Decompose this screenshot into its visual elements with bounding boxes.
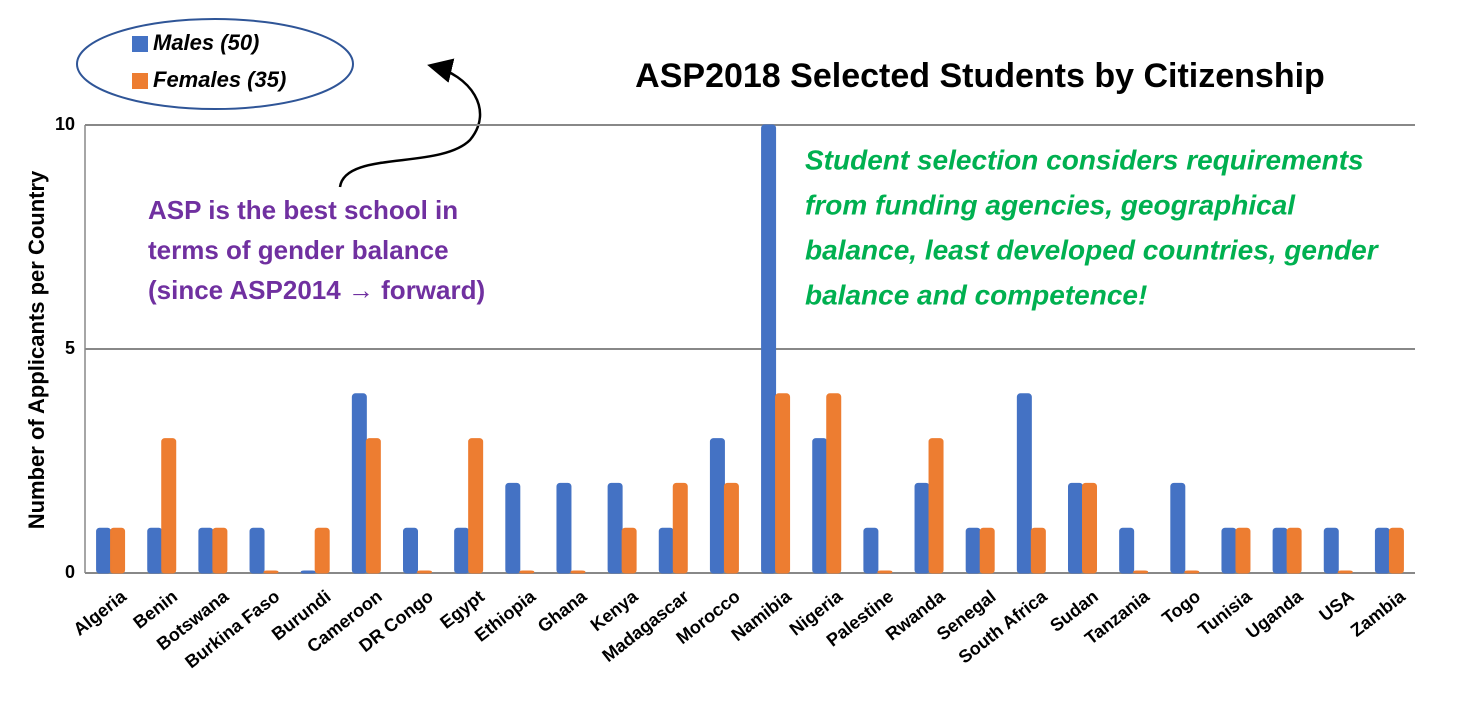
x-tick-label: Ghana [534, 586, 591, 637]
legend-label: Females (35) [153, 67, 286, 92]
bar [198, 527, 214, 574]
bar [1286, 527, 1302, 574]
y-axis-label: Number of Applicants per Country [24, 170, 49, 529]
annotation: (since ASP2014 → forward) [148, 275, 485, 305]
bar [1221, 527, 1237, 574]
bar [1170, 482, 1186, 574]
bar [519, 570, 535, 574]
bar [1272, 527, 1288, 574]
legend-label: Males (50) [153, 30, 259, 55]
bar [826, 393, 842, 574]
bar [454, 527, 470, 574]
bar [1133, 570, 1149, 574]
bar [914, 482, 930, 574]
bar [1337, 570, 1353, 574]
x-tick-label: Uganda [1242, 586, 1307, 643]
bar [672, 482, 688, 574]
bar [979, 527, 995, 574]
bar [314, 527, 330, 574]
legend-swatch [132, 73, 148, 89]
bar [147, 527, 163, 574]
bar [877, 570, 893, 574]
bar [263, 570, 279, 574]
bar [505, 482, 521, 574]
bar [761, 124, 777, 574]
bar [300, 570, 316, 574]
bar [1184, 570, 1200, 574]
x-tick-label: Zambia [1347, 586, 1410, 641]
bar [1374, 527, 1390, 574]
bar [965, 527, 981, 574]
y-tick-label: 10 [55, 114, 75, 134]
bar [812, 438, 828, 574]
arrow [338, 58, 482, 188]
bar [403, 527, 418, 574]
bar [928, 438, 944, 574]
bar [351, 393, 367, 574]
bar [212, 527, 228, 574]
x-tick-label: Algeria [70, 586, 131, 640]
annotation: Student selection considers requirements [805, 144, 1364, 175]
bar [468, 438, 484, 574]
bar [1235, 527, 1251, 574]
bar [723, 482, 739, 574]
annotation: from funding agencies, geographical [805, 189, 1296, 220]
bar [1119, 527, 1135, 574]
x-tick-label: USA [1315, 586, 1357, 625]
bar [1323, 527, 1339, 574]
bar [607, 482, 623, 574]
bar [1016, 393, 1032, 574]
bar [161, 438, 177, 574]
bar [621, 527, 637, 574]
bar [249, 527, 265, 574]
bar [709, 438, 725, 574]
y-tick-label: 5 [65, 338, 75, 358]
bar [1388, 527, 1404, 574]
legend-outline [76, 18, 354, 110]
annotation: terms of gender balance [148, 235, 449, 265]
annotation: balance, least developed countries, gend… [805, 234, 1380, 265]
bar [110, 527, 126, 574]
bar [775, 393, 791, 574]
x-tick-label: South Africa [955, 586, 1052, 668]
y-tick-label: 0 [65, 562, 75, 582]
bar [1068, 482, 1083, 574]
bar [1030, 527, 1046, 574]
bar [570, 570, 586, 574]
bar [863, 527, 879, 574]
annotation: balance and competence! [805, 279, 1147, 310]
bar [365, 438, 381, 574]
bar [556, 482, 572, 574]
legend-swatch [132, 36, 148, 52]
bar [417, 570, 432, 574]
bar [658, 527, 674, 574]
chart-title: ASP2018 Selected Students by Citizenship [635, 57, 1325, 95]
bar [96, 527, 112, 574]
annotation: ASP is the best school in [148, 195, 458, 225]
bar [1082, 482, 1097, 574]
